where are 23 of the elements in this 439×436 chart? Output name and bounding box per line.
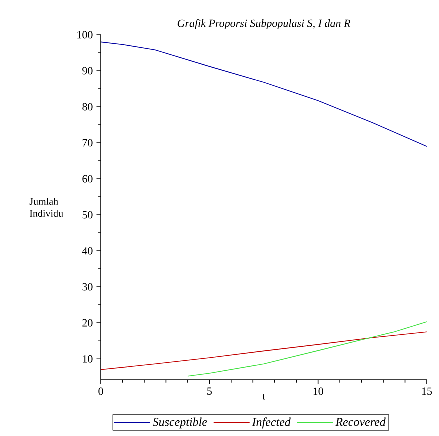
y-tick-label: 90 [82,67,93,75]
x-tick-label: 10 [314,388,324,396]
y-axis-title: Jumlah Individu [30,198,64,218]
y-tick-label: 70 [82,139,93,147]
y-tick-label: 20 [82,319,93,327]
y-tick-label: 40 [82,247,93,255]
y-tick-label: 10 [83,355,93,363]
x-tick-label: 15 [422,388,432,396]
legend-label: Susceptible [152,418,208,429]
legend-label: Infected [252,418,291,429]
y-tick-label: 50 [82,211,93,219]
legend-label: Recovered [336,418,386,426]
x-axis-title: t [262,394,266,400]
y-tick-label: 30 [82,283,93,291]
line-series [100,332,428,370]
line-series [188,322,428,377]
chart-title: Grafik Proporsi Subpopulasi S, I dan R [178,19,351,30]
line-series [100,42,428,148]
y-tick-label: 60 [82,175,93,183]
x-tick-label: 5 [208,388,212,396]
x-tick-label: 0 [98,388,104,396]
y-tick-label: 80 [82,103,93,111]
y-tick-label: 100 [78,31,93,39]
